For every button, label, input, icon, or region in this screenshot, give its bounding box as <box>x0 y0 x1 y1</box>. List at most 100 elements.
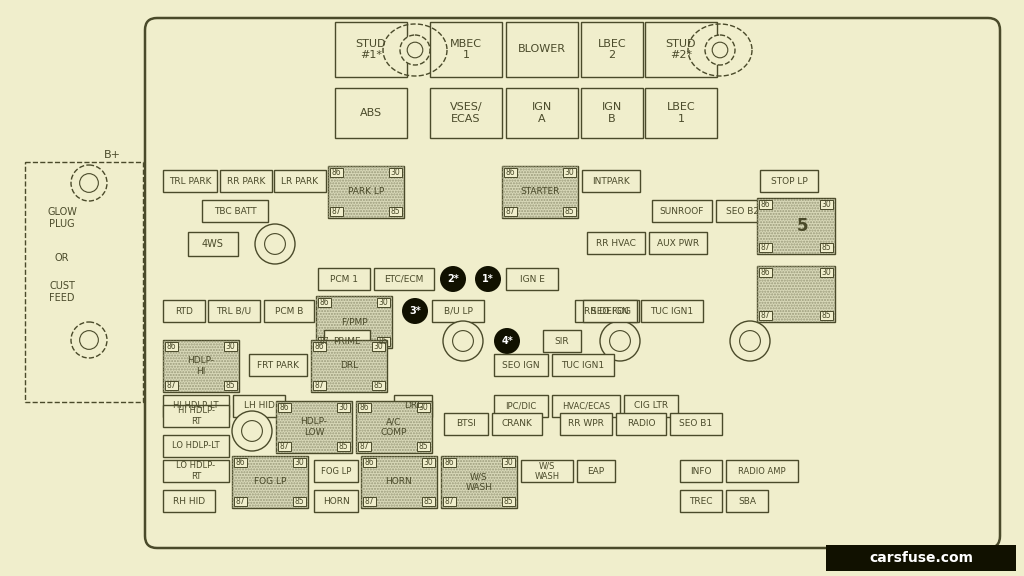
Text: CIG LTR: CIG LTR <box>634 401 668 411</box>
Bar <box>563 207 575 216</box>
Text: BLOWER: BLOWER <box>518 44 566 55</box>
Text: 85: 85 <box>504 497 513 506</box>
Text: 30: 30 <box>419 403 428 412</box>
Text: W/S
WASH: W/S WASH <box>535 461 559 481</box>
Bar <box>645 88 717 138</box>
Bar <box>293 497 306 506</box>
Text: RR PARK: RR PARK <box>226 176 265 185</box>
Text: STARTER: STARTER <box>520 188 560 196</box>
Bar <box>311 340 387 392</box>
Bar <box>314 460 358 482</box>
Bar <box>494 395 548 417</box>
Bar <box>494 354 548 376</box>
Bar <box>220 170 272 192</box>
Text: SEO IGN: SEO IGN <box>502 361 540 369</box>
Bar <box>163 340 239 392</box>
Text: 30: 30 <box>295 458 304 467</box>
Bar <box>394 395 432 417</box>
Bar <box>670 413 722 435</box>
Bar <box>274 170 326 192</box>
Bar <box>276 401 352 453</box>
Bar <box>234 458 247 467</box>
Bar <box>422 458 435 467</box>
Text: EAP: EAP <box>588 467 604 476</box>
Bar <box>362 458 376 467</box>
Text: DRL: DRL <box>340 362 358 370</box>
Bar <box>337 442 350 451</box>
Bar <box>163 395 229 417</box>
Text: 85: 85 <box>419 442 428 451</box>
Text: 5: 5 <box>798 217 809 235</box>
Bar <box>581 88 643 138</box>
Text: 86: 86 <box>365 458 375 467</box>
Text: RADIO: RADIO <box>627 419 655 429</box>
Bar <box>163 460 229 482</box>
Bar <box>506 268 558 290</box>
Text: FOG LP: FOG LP <box>321 467 351 476</box>
Bar <box>361 456 437 508</box>
Text: TUC IGN1: TUC IGN1 <box>650 306 693 316</box>
Bar <box>25 162 143 402</box>
Text: 86: 86 <box>761 200 770 209</box>
Bar <box>328 166 404 218</box>
Bar <box>575 300 639 322</box>
Bar <box>726 460 798 482</box>
Circle shape <box>71 165 106 201</box>
Text: SEO IGN: SEO IGN <box>591 306 629 316</box>
Text: CUST
FEED: CUST FEED <box>49 281 75 303</box>
Bar <box>188 232 238 256</box>
Bar <box>316 296 392 348</box>
Text: PCM B: PCM B <box>274 306 303 316</box>
Text: 85: 85 <box>374 381 383 390</box>
Bar <box>374 268 434 290</box>
Bar <box>432 300 484 322</box>
Text: 85: 85 <box>564 207 574 216</box>
Circle shape <box>705 35 735 65</box>
Bar <box>757 198 835 254</box>
Text: 86: 86 <box>506 168 515 177</box>
Text: W/S
WASH: W/S WASH <box>466 472 493 492</box>
Bar <box>502 166 578 218</box>
Text: MBEC
1: MBEC 1 <box>450 39 482 60</box>
Text: RADIO AMP: RADIO AMP <box>738 467 785 476</box>
Bar <box>362 497 376 506</box>
Bar <box>372 381 385 390</box>
Text: 86: 86 <box>359 403 370 412</box>
Text: 86: 86 <box>444 458 455 467</box>
Bar <box>232 456 308 508</box>
Text: 30: 30 <box>339 403 348 412</box>
Text: GLOW
PLUG: GLOW PLUG <box>47 207 77 229</box>
Bar <box>504 207 517 216</box>
Bar <box>278 403 291 412</box>
Bar <box>318 268 370 290</box>
Bar <box>552 354 614 376</box>
Text: ABS: ABS <box>360 108 382 118</box>
Bar <box>441 456 517 508</box>
Text: TREC: TREC <box>689 497 713 506</box>
Text: RTD: RTD <box>175 306 193 316</box>
Bar <box>441 456 517 508</box>
Bar <box>389 207 402 216</box>
Text: LBEC
1: LBEC 1 <box>667 102 695 124</box>
Text: SIR: SIR <box>555 336 569 346</box>
Text: 2*: 2* <box>447 274 459 284</box>
Bar <box>377 337 390 346</box>
Text: 85: 85 <box>821 311 831 320</box>
Bar <box>587 232 645 254</box>
Bar <box>163 300 205 322</box>
Bar <box>444 413 488 435</box>
Bar <box>163 340 239 392</box>
Text: B+: B+ <box>103 150 121 160</box>
Bar <box>649 232 707 254</box>
Text: 87: 87 <box>167 381 176 390</box>
Bar <box>278 442 291 451</box>
Text: HORN: HORN <box>323 497 349 506</box>
Text: TRL B/U: TRL B/U <box>216 306 252 316</box>
Bar <box>430 22 502 77</box>
Text: 85: 85 <box>225 381 236 390</box>
Bar <box>583 300 637 322</box>
Bar <box>543 330 581 352</box>
Text: 87: 87 <box>332 207 341 216</box>
Bar <box>389 168 402 177</box>
Text: 85: 85 <box>379 337 388 346</box>
